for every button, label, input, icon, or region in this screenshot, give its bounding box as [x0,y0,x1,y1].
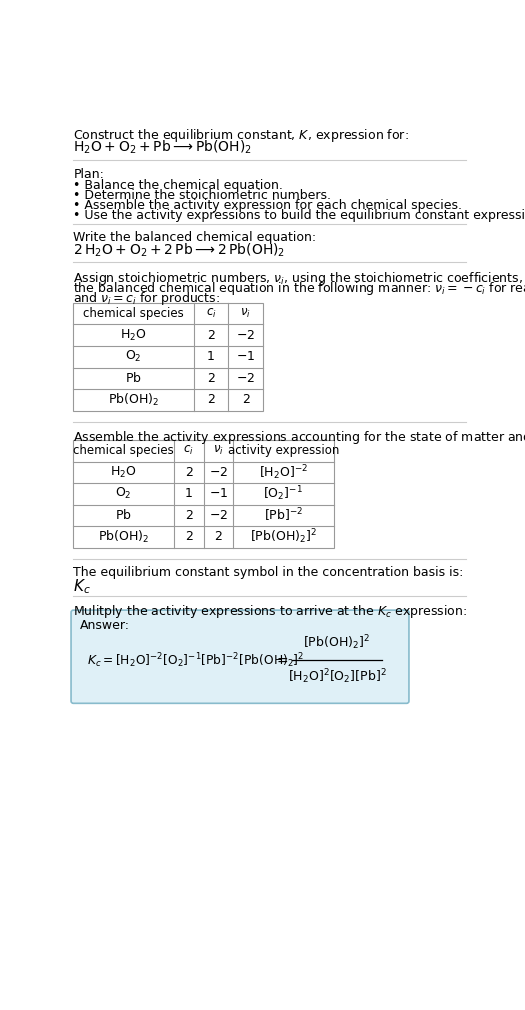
Text: Plan:: Plan: [74,169,104,181]
Text: $-2$: $-2$ [236,329,255,341]
Text: $c_i$: $c_i$ [206,307,216,320]
Text: $\mathrm{O_2}$: $\mathrm{O_2}$ [125,349,142,365]
Text: $[\mathrm{O_2}]^{-1}$: $[\mathrm{O_2}]^{-1}$ [264,485,303,503]
Text: $\nu_i$: $\nu_i$ [240,307,251,320]
Text: The equilibrium constant symbol in the concentration basis is:: The equilibrium constant symbol in the c… [74,567,464,580]
Text: $\mathrm{Pb(OH)_2}$: $\mathrm{Pb(OH)_2}$ [98,529,149,545]
Text: $\mathrm{Pb}$: $\mathrm{Pb}$ [116,508,132,522]
Text: activity expression: activity expression [228,444,339,458]
Text: 2: 2 [207,372,215,385]
Text: $\mathrm{H_2O}$: $\mathrm{H_2O}$ [120,327,146,342]
Text: $[\mathrm{Pb(OH)_2}]^{2}$: $[\mathrm{Pb(OH)_2}]^{2}$ [303,633,370,651]
Text: the balanced chemical equation in the following manner: $\nu_i = -c_i$ for react: the balanced chemical equation in the fo… [74,280,525,297]
Text: Answer:: Answer: [80,618,130,631]
Text: $[\mathrm{H_2O}]^{-2}$: $[\mathrm{H_2O}]^{-2}$ [259,463,308,482]
Text: • Assemble the activity expression for each chemical species.: • Assemble the activity expression for e… [74,199,463,212]
Text: $[\mathrm{Pb}]^{-2}$: $[\mathrm{Pb}]^{-2}$ [264,507,303,524]
Text: $-2$: $-2$ [236,372,255,385]
Text: Assemble the activity expressions accounting for the state of matter and $\nu_i$: Assemble the activity expressions accoun… [74,429,525,446]
Text: $\mathrm{O_2}$: $\mathrm{O_2}$ [116,487,132,501]
Text: 2: 2 [214,530,222,543]
Text: 2: 2 [185,466,193,479]
Text: 1: 1 [207,350,215,364]
Text: $\mathrm{2\,H_2O + O_2 + 2\,Pb \longrightarrow 2\,Pb(OH)_2}$: $\mathrm{2\,H_2O + O_2 + 2\,Pb \longrigh… [74,242,286,260]
Text: 2: 2 [207,394,215,406]
Text: chemical species: chemical species [83,307,184,320]
Text: $=$: $=$ [274,653,289,668]
Text: 2: 2 [185,509,193,522]
Text: and $\nu_i = c_i$ for products:: and $\nu_i = c_i$ for products: [74,290,220,307]
Bar [74,303,263,411]
Text: 2: 2 [207,329,215,341]
Text: $-2$: $-2$ [209,509,228,522]
Text: $\nu_i$: $\nu_i$ [213,444,224,458]
Text: 1: 1 [185,488,193,500]
Text: $-1$: $-1$ [209,488,228,500]
Text: Assign stoichiometric numbers, $\nu_i$, using the stoichiometric coefficients, $: Assign stoichiometric numbers, $\nu_i$, … [74,270,525,287]
Text: $[\mathrm{Pb(OH)_2}]^{2}$: $[\mathrm{Pb(OH)_2}]^{2}$ [250,527,317,546]
FancyBboxPatch shape [71,610,409,703]
Text: • Determine the stoichiometric numbers.: • Determine the stoichiometric numbers. [74,189,331,202]
Text: Mulitply the activity expressions to arrive at the $K_c$ expression:: Mulitply the activity expressions to arr… [74,603,468,620]
Text: $\mathrm{H_2O}$: $\mathrm{H_2O}$ [110,465,137,480]
Text: • Use the activity expressions to build the equilibrium constant expression.: • Use the activity expressions to build … [74,209,525,222]
Text: chemical species: chemical species [74,444,174,458]
Text: $K_c$: $K_c$ [74,577,91,596]
Text: $-1$: $-1$ [236,350,256,364]
Text: $-2$: $-2$ [209,466,228,479]
Text: 2: 2 [242,394,250,406]
Text: $\mathrm{Pb}$: $\mathrm{Pb}$ [125,372,142,386]
Text: Write the balanced chemical equation:: Write the balanced chemical equation: [74,231,317,244]
Text: $K_c = [\mathrm{H_2O}]^{-2}[\mathrm{O_2}]^{-1}[\mathrm{Pb}]^{-2}[\mathrm{Pb(OH)_: $K_c = [\mathrm{H_2O}]^{-2}[\mathrm{O_2}… [87,650,304,670]
Text: $[\mathrm{H_2O}]^{2}[\mathrm{O_2}][\mathrm{Pb}]^{2}$: $[\mathrm{H_2O}]^{2}[\mathrm{O_2}][\math… [288,668,386,686]
Text: • Balance the chemical equation.: • Balance the chemical equation. [74,179,284,192]
Text: $\mathrm{H_2O + O_2 + Pb \longrightarrow Pb(OH)_2}$: $\mathrm{H_2O + O_2 + Pb \longrightarrow… [74,139,253,157]
Text: $\mathrm{Pb(OH)_2}$: $\mathrm{Pb(OH)_2}$ [108,392,159,408]
Text: Construct the equilibrium constant, $K$, expression for:: Construct the equilibrium constant, $K$,… [74,127,409,144]
Bar [74,440,334,547]
Text: $c_i$: $c_i$ [184,444,194,458]
Text: 2: 2 [185,530,193,543]
